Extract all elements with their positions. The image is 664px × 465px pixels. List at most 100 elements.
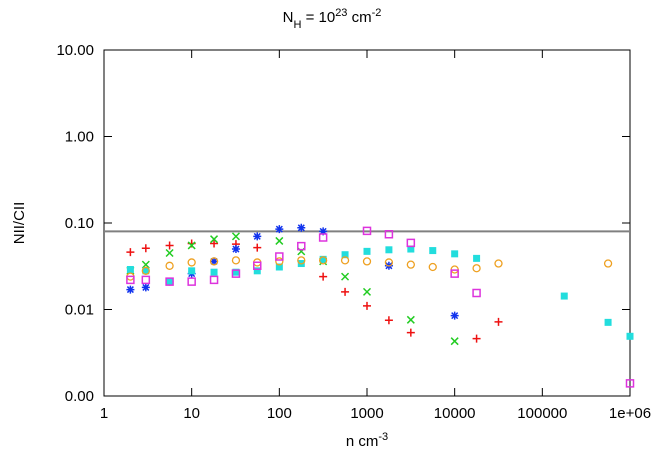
data-point bbox=[253, 243, 262, 252]
data-point bbox=[406, 328, 415, 337]
text-part: cm bbox=[347, 9, 371, 26]
data-point bbox=[187, 241, 196, 250]
data-point bbox=[406, 238, 416, 248]
text-part: n cm bbox=[346, 433, 379, 450]
data-point bbox=[341, 272, 350, 281]
text-part: 23 bbox=[335, 7, 347, 19]
y-tick-label: 1.00 bbox=[65, 129, 94, 146]
data-point bbox=[275, 252, 284, 261]
data-point bbox=[141, 275, 151, 285]
data-point bbox=[384, 230, 394, 239]
data-point bbox=[362, 287, 372, 296]
data-point bbox=[318, 233, 328, 242]
data-point bbox=[231, 245, 240, 254]
data-point bbox=[472, 334, 481, 343]
x-tick-label: 10 bbox=[183, 405, 200, 422]
data-point bbox=[253, 232, 262, 241]
data-point bbox=[209, 275, 219, 285]
x-tick-label: 100000 bbox=[517, 405, 567, 422]
data-point bbox=[275, 257, 284, 266]
data-point bbox=[126, 248, 135, 257]
data-point bbox=[210, 235, 219, 244]
data-point bbox=[166, 278, 174, 286]
data-point bbox=[472, 288, 481, 298]
data-point bbox=[362, 226, 372, 236]
data-point bbox=[428, 262, 437, 272]
data-point bbox=[384, 316, 393, 325]
y-tick-label: 10.00 bbox=[56, 42, 94, 59]
data-point bbox=[253, 261, 262, 271]
data-point bbox=[450, 311, 459, 320]
data-point bbox=[297, 223, 306, 232]
data-point bbox=[604, 318, 612, 326]
data-point bbox=[626, 332, 634, 340]
x-axis-label: n cm-3 bbox=[346, 431, 388, 450]
data-point bbox=[165, 248, 174, 258]
data-point bbox=[165, 277, 174, 286]
x-tick-label: 100 bbox=[267, 405, 292, 422]
y-tick-label: 0.00 bbox=[65, 388, 94, 405]
data-point bbox=[319, 227, 328, 236]
data-point bbox=[275, 236, 284, 245]
data-point bbox=[472, 264, 481, 273]
data-point bbox=[126, 266, 134, 274]
data-point bbox=[297, 241, 306, 251]
data-point bbox=[253, 267, 261, 275]
data-point bbox=[340, 256, 350, 265]
data-point bbox=[450, 337, 459, 346]
data-point bbox=[141, 283, 150, 292]
data-point bbox=[341, 251, 349, 259]
text-part: H bbox=[293, 19, 301, 31]
data-point bbox=[385, 246, 393, 254]
data-point bbox=[406, 260, 415, 269]
data-point bbox=[188, 267, 196, 275]
data-point bbox=[141, 260, 150, 269]
data-point bbox=[165, 241, 174, 250]
y-axis-label: NII/CII bbox=[11, 202, 28, 245]
data-point bbox=[231, 256, 241, 265]
data-point bbox=[126, 275, 135, 285]
data-point bbox=[187, 277, 196, 286]
text-part: -3 bbox=[378, 431, 388, 443]
data-point bbox=[141, 266, 150, 275]
data-point bbox=[384, 258, 394, 267]
data-point bbox=[275, 225, 284, 234]
data-point bbox=[318, 256, 328, 265]
data-point bbox=[231, 232, 240, 241]
data-point bbox=[297, 256, 306, 265]
data-point bbox=[210, 257, 219, 266]
y-tick-label: 0.01 bbox=[65, 302, 94, 319]
data-point bbox=[451, 250, 459, 258]
data-point bbox=[341, 287, 350, 296]
x-tick-label: 1 bbox=[100, 405, 108, 422]
text-part: -2 bbox=[372, 7, 382, 19]
data-point bbox=[603, 259, 613, 268]
data-point bbox=[363, 247, 371, 255]
data-point bbox=[429, 247, 437, 255]
data-point bbox=[126, 285, 135, 294]
data-point bbox=[407, 245, 415, 253]
data-point bbox=[210, 268, 218, 276]
data-point bbox=[406, 315, 415, 324]
data-point bbox=[494, 317, 503, 326]
data-point bbox=[450, 269, 459, 278]
data-point bbox=[275, 263, 283, 271]
x-tick-label: 1e+06 bbox=[609, 405, 651, 422]
data-point bbox=[142, 267, 150, 275]
data-point bbox=[210, 239, 219, 248]
data-point bbox=[319, 272, 328, 281]
text-part: N bbox=[283, 9, 294, 26]
x-tick-label: 10000 bbox=[434, 405, 476, 422]
data-point bbox=[165, 261, 174, 270]
data-point bbox=[209, 257, 219, 266]
data-point bbox=[625, 379, 635, 388]
data-point bbox=[473, 254, 481, 262]
data-point bbox=[494, 259, 503, 268]
data-point bbox=[362, 257, 372, 266]
plot-frame bbox=[103, 49, 631, 397]
y-tick-label: 0.10 bbox=[65, 215, 94, 232]
chart-title: NH = 1023 cm-2 bbox=[283, 7, 382, 31]
data-point bbox=[187, 258, 196, 267]
